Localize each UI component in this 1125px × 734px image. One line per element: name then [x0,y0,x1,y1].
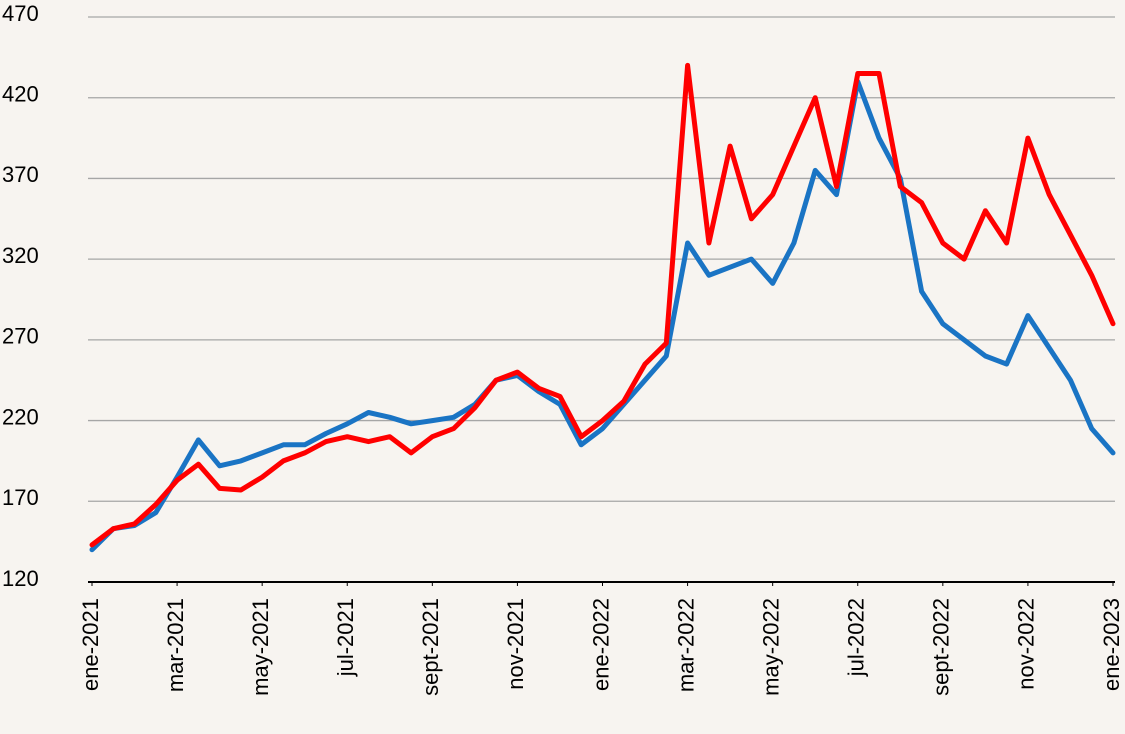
y-tick-label: 220 [2,404,39,429]
x-tick-label: sept-2022 [929,598,954,696]
y-tick-label: 270 [2,324,39,349]
x-tick-label: mar-2022 [673,598,698,692]
x-tick-label: jul-2022 [844,598,869,677]
y-tick-label: 320 [2,243,39,268]
x-tick-label: nov-2022 [1014,598,1039,690]
y-tick-label: 470 [2,1,39,26]
x-tick-label: ene-2022 [588,598,613,691]
x-tick-label: ene-2021 [78,598,103,691]
y-tick-label: 120 [2,566,39,591]
x-tick-label: mar-2021 [163,598,188,692]
series-line [89,79,1116,553]
y-tick-label: 170 [2,485,39,510]
y-tick-label: 370 [2,162,39,187]
x-tick-label: ene-2023 [1099,598,1124,691]
series-line [89,62,1116,548]
y-tick-label: 420 [2,82,39,107]
x-tick-label: nov-2021 [503,598,528,690]
x-tick-label: sept-2021 [418,598,443,696]
x-tick-label: jul-2021 [333,598,358,677]
x-tick-label: may-2022 [758,598,783,696]
x-tick-label: may-2021 [248,598,273,696]
